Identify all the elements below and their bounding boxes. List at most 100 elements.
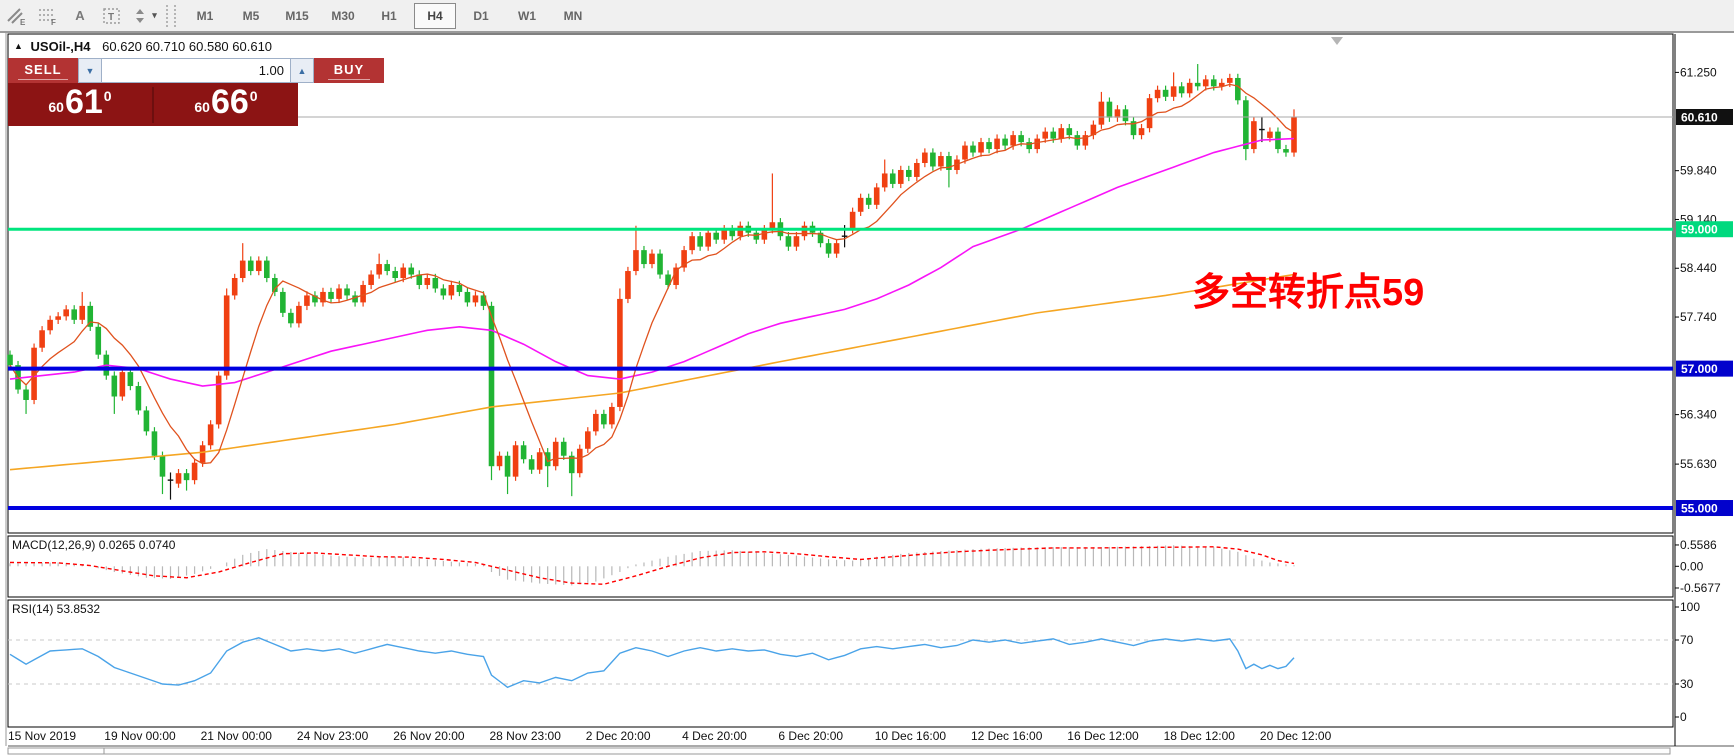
candle-body <box>753 232 760 240</box>
candle-body <box>801 225 808 237</box>
price-tick: 58.440 <box>1680 261 1717 275</box>
svg-text:T: T <box>108 12 114 23</box>
timeframe-button-h4[interactable]: H4 <box>414 2 456 29</box>
ma-fast-line <box>9 83 1295 465</box>
candle-body <box>1162 89 1169 97</box>
candle-body <box>7 354 13 366</box>
price-axis[interactable]: 61.25059.84059.14058.44057.74056.34055.6… <box>1674 34 1733 746</box>
timeframe-button-h1[interactable]: H1 <box>381 8 397 23</box>
candle-body <box>231 278 238 296</box>
candle-body <box>729 229 736 237</box>
sell-button[interactable]: SELL <box>8 58 78 83</box>
scrollbar-thumb[interactable] <box>103 747 1671 755</box>
price-divider <box>152 86 154 123</box>
buy-price-sup: 0 <box>249 87 258 104</box>
candle-body <box>536 452 543 470</box>
candle-body <box>544 452 551 467</box>
macd-tick: 0.5586 <box>1680 538 1717 552</box>
arrows-tool-icon[interactable]: ▾ <box>130 3 158 29</box>
buy-price[interactable]: 60 66 0 <box>154 85 298 121</box>
candle-body <box>159 455 166 477</box>
candle-body <box>560 441 567 456</box>
collapse-arrow-icon[interactable]: ▲ <box>14 41 23 51</box>
ma-mid-line <box>9 137 1295 387</box>
scrollbar-track[interactable] <box>7 747 105 755</box>
candle-body <box>392 271 398 279</box>
candle-body <box>312 295 318 303</box>
timeframe-button-mn[interactable]: MN <box>563 8 583 23</box>
time-tick: 12 Dec 16:00 <box>971 729 1043 743</box>
chevron-down-icon[interactable]: ▾ <box>152 10 157 20</box>
candle-body <box>793 236 800 247</box>
candle-body <box>223 295 230 376</box>
candle-body <box>617 298 623 407</box>
candle-body <box>175 473 182 484</box>
candle-body <box>568 455 575 474</box>
candle-body <box>39 330 45 348</box>
candle-body <box>641 250 647 265</box>
text-label-tool-icon[interactable]: T <box>98 3 126 29</box>
timeframe-button-m15[interactable]: M15 <box>285 8 309 23</box>
timeframe-button-m30[interactable]: M30 <box>331 8 355 23</box>
price-badge <box>1676 109 1733 125</box>
price-badge-label: 60.610 <box>1681 111 1718 125</box>
candle-body <box>272 278 278 292</box>
candle-body <box>368 274 374 285</box>
volume-increase-button[interactable]: ▲ <box>290 58 314 83</box>
candle-body <box>1210 79 1217 87</box>
volume-decrease-button[interactable]: ▼ <box>78 58 102 83</box>
candle-body <box>705 232 711 247</box>
candle-body <box>1002 138 1008 146</box>
candle-body <box>849 211 856 230</box>
candle-body <box>408 267 415 275</box>
candle-body <box>930 152 936 167</box>
timeframe-button-w1[interactable]: W1 <box>518 8 536 23</box>
buy-button[interactable]: BUY <box>314 58 384 83</box>
candle-body <box>127 372 134 387</box>
candle-body <box>352 295 358 303</box>
timeframe-button-m1[interactable]: M1 <box>196 8 214 23</box>
candle-body <box>1122 109 1129 122</box>
candle-body <box>1034 138 1040 150</box>
candle-body <box>1114 109 1121 118</box>
insert-objects-icon[interactable]: E <box>2 3 30 29</box>
candle-body <box>47 319 53 331</box>
rsi-tick: 0 <box>1680 710 1687 724</box>
candle-body <box>633 250 639 272</box>
sell-price[interactable]: 60 61 0 <box>8 83 152 122</box>
candle-body <box>761 229 768 240</box>
candle-body <box>1251 121 1257 150</box>
candle-body <box>215 375 222 425</box>
price-badge-label: 59.000 <box>1681 223 1718 237</box>
quote-bar[interactable]: ▲ USOil-,H4 60.620 60.710 60.580 60.610 <box>14 39 272 54</box>
text-tool-icon[interactable]: A <box>66 3 94 29</box>
candle-body <box>609 406 615 425</box>
volume-input[interactable] <box>102 58 290 83</box>
sell-price-big: 61 <box>64 83 103 122</box>
chart-shift-marker-icon[interactable] <box>1331 37 1343 45</box>
rsi-panel[interactable] <box>7 599 1674 728</box>
time-axis[interactable]: 15 Nov 2019 19 Nov 00:00 21 Nov 00:00 24 No… <box>8 729 1332 743</box>
svg-text:F: F <box>51 18 56 26</box>
candle-body <box>528 459 535 470</box>
candle-body <box>448 284 455 296</box>
candle-body <box>63 309 69 317</box>
candle-body <box>23 389 29 400</box>
macd-panel[interactable] <box>7 535 1674 598</box>
fibonacci-tool-icon[interactable]: F <box>34 3 62 29</box>
candle-body <box>585 431 591 449</box>
candle-body <box>384 264 390 272</box>
candle-body <box>255 260 262 272</box>
candle-body <box>601 413 607 425</box>
candle-body <box>1138 128 1145 136</box>
candle-body <box>296 305 302 324</box>
timeframe-button-d1[interactable]: D1 <box>473 8 489 23</box>
candle-body <box>970 145 976 153</box>
macd-signal-line <box>9 546 1295 585</box>
candle-body <box>1018 135 1024 143</box>
candle-body <box>376 264 382 275</box>
candle-body <box>673 267 679 285</box>
candle-body <box>1178 86 1185 94</box>
timeframe-button-m5[interactable]: M5 <box>242 8 260 23</box>
